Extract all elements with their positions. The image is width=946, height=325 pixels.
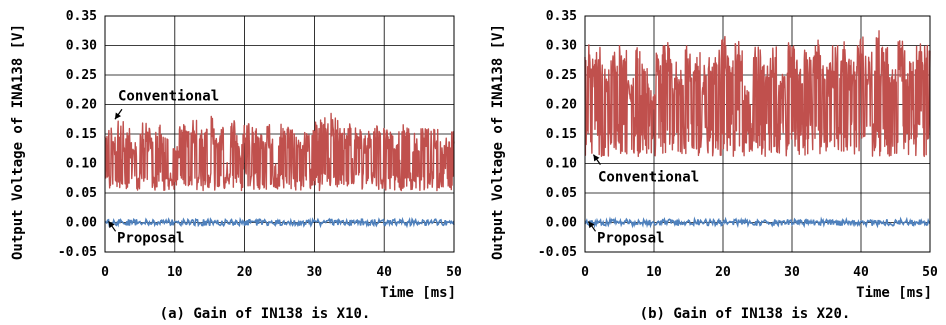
annotation-conventional-b: Conventional <box>592 154 699 185</box>
line-proposal <box>584 216 931 229</box>
line-conventional <box>584 30 931 158</box>
arrowhead-conventional-b <box>593 154 600 162</box>
label-proposal-a: Proposal <box>117 230 184 246</box>
y-tick-label: 0.15 <box>546 127 577 142</box>
x-tick-label: 50 <box>922 265 938 280</box>
y-tick-label: 0.05 <box>546 186 577 201</box>
x-tick-label: 20 <box>715 265 731 280</box>
y-tick-label: -0.05 <box>538 245 577 260</box>
series-proposal-b <box>584 216 931 229</box>
y-tick-label: -0.05 <box>58 245 97 260</box>
caption-b: (b) Gain of IN138 is X20. <box>640 306 851 322</box>
x-tick-label: 20 <box>237 265 253 280</box>
series-proposal-a <box>104 216 455 229</box>
y-ticks-a: 0.35 0.30 0.25 0.20 0.15 0.10 0.05 0.00 -0.05 <box>58 9 97 260</box>
arrowhead-conventional-a <box>114 112 122 120</box>
plot-frame-a <box>104 15 455 253</box>
y-tick-label: 0.15 <box>66 127 97 142</box>
caption-a: (a) Gain of IN138 is X10. <box>160 306 371 322</box>
arrowhead-proposal-a <box>108 221 115 229</box>
series-conventional-b <box>584 30 931 158</box>
y-tick-label: 0.00 <box>66 216 97 231</box>
y-tick-label: 0.35 <box>546 9 577 24</box>
x-axis-label-a: Time [ms] <box>380 285 456 301</box>
label-conventional-b: Conventional <box>598 169 699 185</box>
y-tick-label: 0.10 <box>66 157 97 172</box>
y-tick-label: 0.30 <box>546 39 577 54</box>
line-proposal <box>104 216 455 229</box>
plot-frame-b <box>584 15 931 253</box>
x-axis-label-b: Time [ms] <box>856 285 932 301</box>
x-tick-label: 40 <box>853 265 869 280</box>
annotation-conventional-a: Conventional <box>114 89 219 120</box>
x-tick-label: 10 <box>646 265 662 280</box>
label-proposal-b: Proposal <box>597 230 664 246</box>
y-ticks-b: 0.35 0.30 0.25 0.20 0.15 0.10 0.05 0.00 -0.05 <box>538 9 577 260</box>
y-tick-label: 0.25 <box>66 68 97 83</box>
y-tick-label: 0.20 <box>66 98 97 113</box>
annotation-proposal-a: Proposal <box>108 220 184 246</box>
y-axis-label-a: Output Voltage of INA138 [V] <box>10 24 26 260</box>
x-ticks-a: 0 10 20 30 40 50 <box>101 265 462 280</box>
y-tick-label: 0.05 <box>66 186 97 201</box>
arrowhead-proposal-b <box>588 221 595 229</box>
y-tick-label: 0.00 <box>546 216 577 231</box>
x-tick-label: 0 <box>101 265 109 280</box>
series-conventional-a <box>104 112 455 192</box>
chart-panel-b: 0.35 0.30 0.25 0.20 0.15 0.10 0.05 0.00 -0.05 0 1… <box>490 9 938 322</box>
x-tick-label: 40 <box>376 265 392 280</box>
annotation-proposal-b: Proposal <box>588 220 664 246</box>
x-tick-label: 0 <box>581 265 589 280</box>
y-tick-label: 0.30 <box>66 39 97 54</box>
label-conventional-a: Conventional <box>118 89 219 105</box>
x-tick-label: 30 <box>784 265 800 280</box>
y-tick-label: 0.35 <box>66 9 97 24</box>
y-tick-label: 0.25 <box>546 68 577 83</box>
x-tick-label: 50 <box>446 265 462 280</box>
line-conventional <box>104 112 455 192</box>
chart-panel-a: 0.35 0.30 0.25 0.20 0.15 0.10 0.05 0.00 -0.05 0 1… <box>10 9 462 322</box>
y-axis-label-b: Output Voltage of INA138 [V] <box>490 24 506 260</box>
y-tick-label: 0.20 <box>546 98 577 113</box>
x-ticks-b: 0 10 20 30 40 50 <box>581 265 938 280</box>
x-tick-label: 10 <box>167 265 183 280</box>
x-tick-label: 30 <box>307 265 323 280</box>
y-tick-label: 0.10 <box>546 157 577 172</box>
